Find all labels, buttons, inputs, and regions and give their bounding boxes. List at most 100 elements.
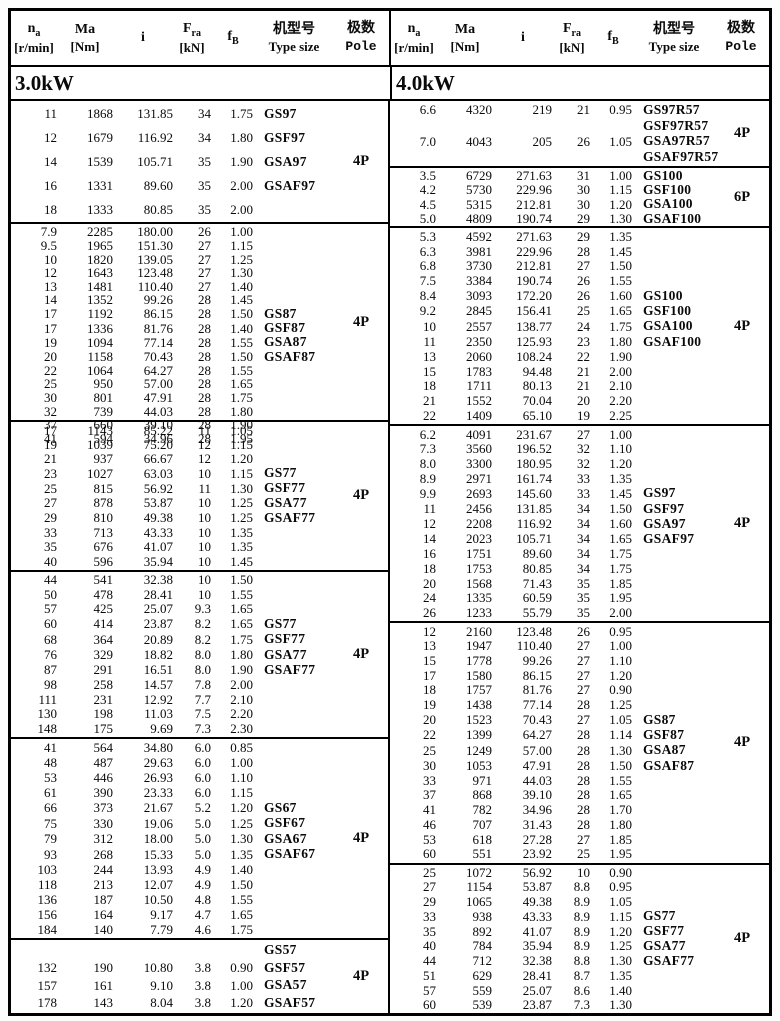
cell-fb: 1.05 [230,422,253,438]
cell-i: 156.41 [516,303,552,319]
cell-na: 35 [423,923,436,939]
type-size-label: GS100 [643,287,683,303]
cell-fb: 0.85 [230,740,253,756]
type-size-label: GSA87 [643,742,686,758]
cell-na: 60 [44,616,57,632]
cell-ma: 6729 [466,168,492,184]
table-row: 15 1778 99.26 27 1.10 [390,654,769,668]
cell-i: 271.63 [516,228,552,244]
table-row: 184 140 7.79 4.6 1.75 [11,923,388,937]
cell-na: 46 [423,816,436,832]
cell-fb: 1.75 [609,546,632,562]
cell-na: 41 [423,802,436,818]
cell-fra: 26 [577,133,590,149]
table-section: 11 1868 131.85 34 1.75 GS97 12 1679 116.92 34 1.80… [11,101,388,225]
cell-na: 6.8 [419,258,436,274]
column-symbol: fB [607,28,619,47]
type-size-label: GSAF87 [264,348,316,364]
cell-i: 12.92 [143,691,173,707]
column-header: na [r/min] [11,20,57,57]
cell-i: 64.27 [143,362,173,378]
table-row: 6.2 4091 231.67 27 1.00 [390,428,769,442]
cell-fb: 1.25 [609,938,632,954]
table-row: 16 1751 89.60 34 1.75 [390,547,769,561]
cell-fra: 8.7 [573,968,590,984]
cell-fra: 29 [577,228,590,244]
cell-ma: 1143 [87,422,113,438]
cell-na: 132 [37,959,58,975]
table-row: 44 541 32.38 10 1.50 [11,573,388,587]
cell-ma: 1481 [87,278,113,294]
table-row: 25 1072 56.92 10 0.90 [390,866,769,880]
cell-fra: 8.8 [573,879,590,895]
cell-i: 39.10 [143,417,173,433]
table-section: 41 564 34.80 6.0 0.85 48 487 29.63 6.0 1.00 53 446 2… [11,739,388,941]
cell-fb: 2.25 [609,407,632,423]
cell-fb: 1.80 [609,816,632,832]
table-row: 3.5 6729 271.63 31 1.00 GS100 [390,168,769,184]
cell-fra: 7.3 [573,996,590,1012]
type-size-label: GS100 [643,168,683,184]
cell-i: 139.05 [137,251,173,267]
cell-ma: 1053 [466,757,492,773]
table-row: 136 187 10.50 4.8 1.55 [11,893,388,907]
cell-fra: 6.0 [194,784,211,800]
cell-fra: 34 [577,500,590,516]
column-unit: [kN] [559,40,585,56]
cell-fb: 1.05 [609,712,632,728]
type-size-label: GSAF67 [264,846,316,862]
cell-na: 48 [44,755,57,771]
cell-na: 29 [44,510,57,526]
column-symbol: 极数 [727,21,755,38]
cell-fra: 28 [577,787,590,803]
cell-na: 18 [423,682,436,698]
table-row: 7.3 3560 196.52 32 1.10 [390,442,769,456]
type-size-label: GSF77 [264,631,306,647]
cell-ma: 164 [93,906,114,922]
cell-ma: 564 [93,740,114,756]
table-row: 20 1158 70.43 28 1.50 GSAF87 [11,348,388,364]
cell-ma: 3093 [466,288,492,304]
cell-ma: 1539 [87,154,113,170]
cell-fra: 29 [577,210,590,226]
cell-ma: 4043 [466,133,492,149]
table-row: 66 373 21.67 5.2 1.20 GS67 [11,800,388,816]
cell-fra: 27 [198,265,211,281]
table-half-3kw: 11 1868 131.85 34 1.75 GS97 12 1679 116.92 34 1.80… [11,101,388,1013]
cell-fb: 1.20 [230,995,253,1011]
column-header: Ma [Nm] [437,21,493,55]
cell-fb: 1.20 [609,196,632,212]
cell-fra: 28 [577,243,590,259]
cell-na: 12 [423,516,436,532]
cell-fra: 10 [198,539,211,555]
cell-i: 172.20 [516,288,552,304]
cell-i: 66.67 [143,451,173,467]
cell-fb: 1.20 [230,800,253,816]
type-size-label: GSF97 [264,129,306,145]
pole-badge: 4P [352,968,370,985]
cell-ma: 541 [93,572,114,588]
cell-fb: 1.00 [609,426,632,442]
table-section: GS57 132 190 10.80 3.8 0.90 GSF57 157 161 9.10 3.8… [11,940,388,1013]
type-size-label: GS57 [264,941,297,957]
table-row: 93 268 15.33 5.0 1.35 GSAF67 [11,847,388,861]
cell-i: 10.80 [143,959,173,975]
cell-fra: 4.8 [194,891,211,907]
cell-ma: 878 [93,495,114,511]
cell-i: 47.91 [143,390,173,406]
cell-ma: 1643 [87,265,113,281]
type-size-label: GSAF100 [643,210,702,226]
cell-fb: 1.55 [230,586,253,602]
cell-na: 41 [44,740,57,756]
table-half-4kw: 6.6 4320 219 21 0.95 GS97R57 GSF97R57 7.0 4043 20… [388,101,769,1013]
table-row: 8.0 3300 180.95 32 1.20 [390,457,769,471]
cell-na: 8.9 [419,470,436,486]
type-size-label: GSAF77 [264,661,316,677]
cell-fb: 1.80 [609,333,632,349]
cell-ma: 231 [93,691,114,707]
cell-fb: 1.10 [609,653,632,669]
type-size-label: GSF97R57 [643,117,709,133]
type-size-label: GSA97 [264,153,307,169]
cell-i: 26.93 [143,770,173,786]
type-size-label: GSF97 [643,500,685,516]
